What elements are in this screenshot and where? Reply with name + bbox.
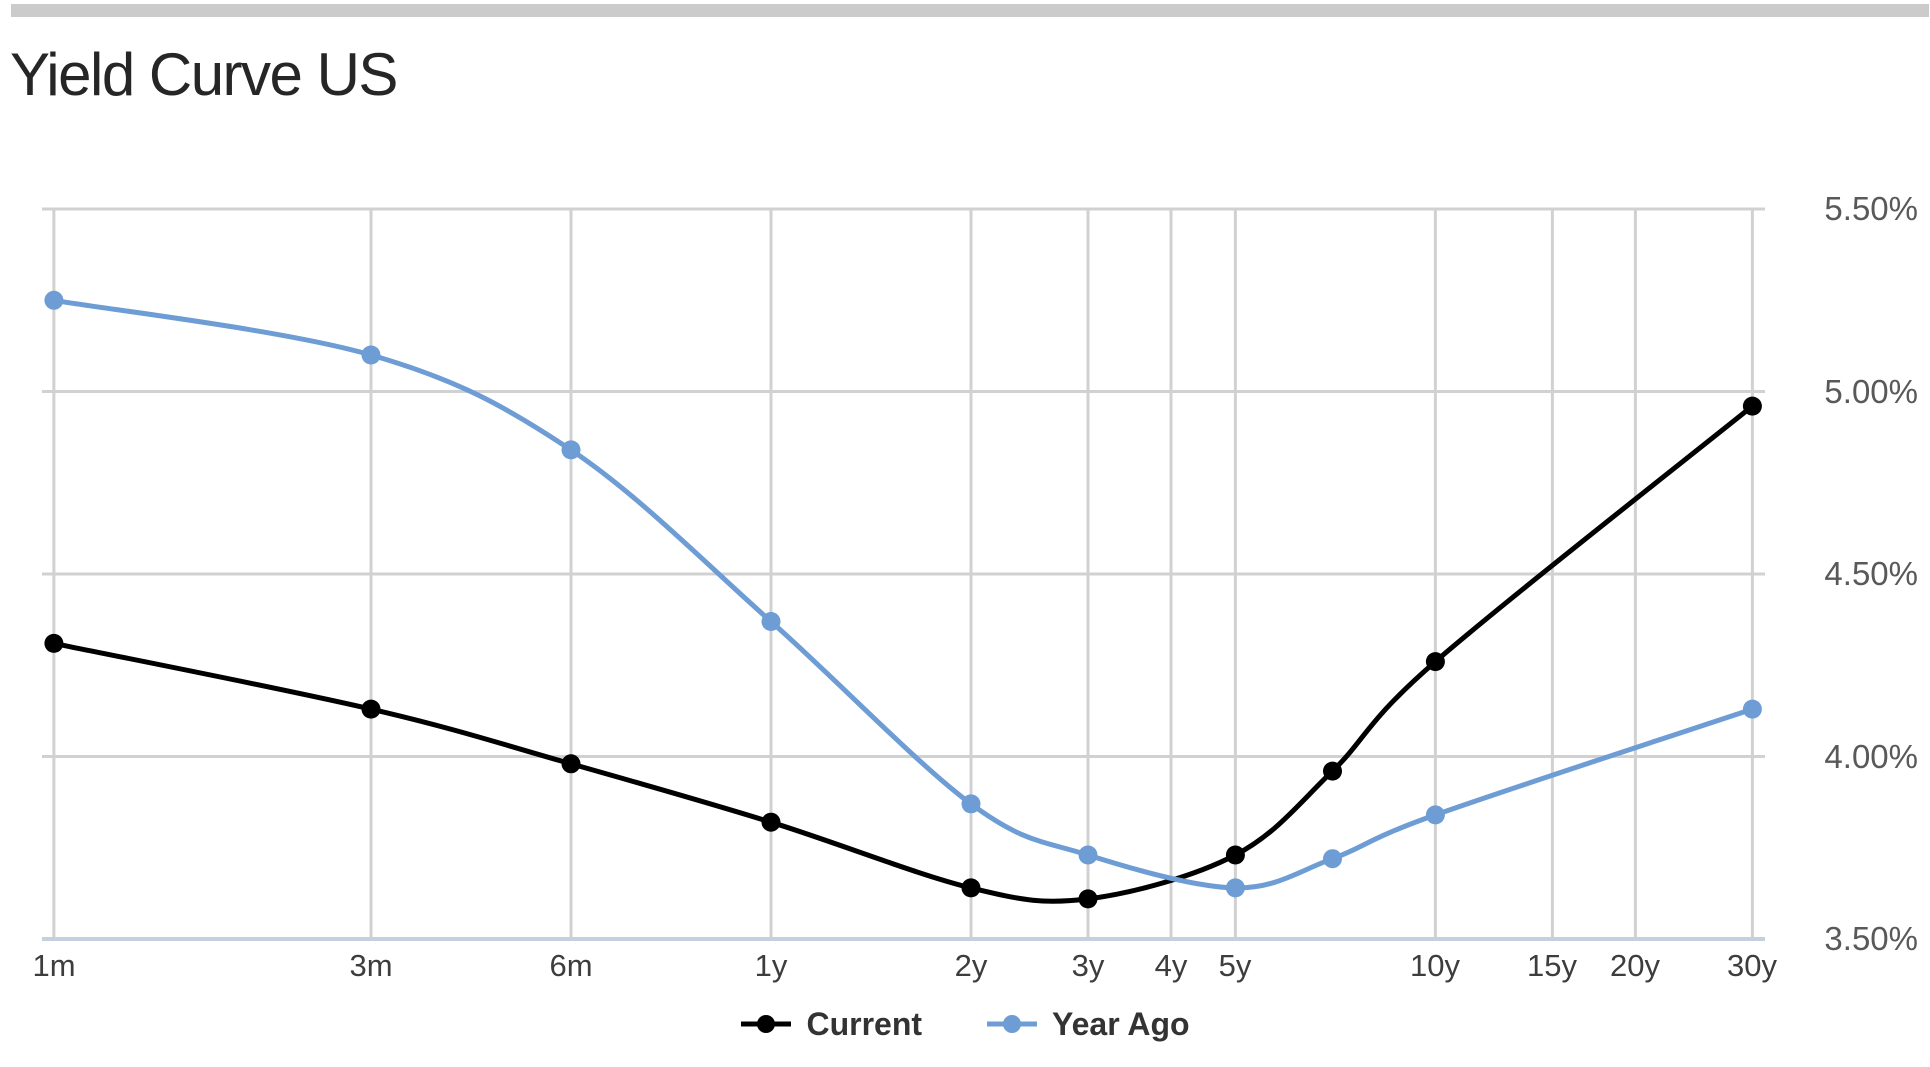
- data-point-current: [1225, 845, 1245, 865]
- x-tick-label: 15y: [1527, 948, 1577, 983]
- x-tick-label: 4y: [1154, 948, 1188, 983]
- y-tick-label: 3.50%: [1824, 920, 1918, 957]
- y-tick-label: 5.00%: [1824, 372, 1918, 410]
- data-point-year-ago: [1323, 849, 1342, 869]
- data-point-year-ago: [44, 290, 64, 310]
- legend-item-year-ago[interactable]: Year Ago: [986, 1002, 1190, 1046]
- data-point-current: [561, 754, 581, 774]
- x-tick-label: 6m: [549, 948, 593, 983]
- y-tick-label: 4.50%: [1824, 555, 1918, 592]
- legend-label-current: Current: [806, 1006, 923, 1042]
- top-accent-bar: [11, 4, 1929, 17]
- data-point-current: [1323, 761, 1342, 781]
- page-title: Yield Curve US: [10, 41, 398, 108]
- data-point-year-ago: [561, 440, 581, 460]
- data-point-current: [1078, 889, 1098, 909]
- current-series-marker-icon: [740, 1013, 792, 1035]
- series-line-current: [51, 403, 1755, 904]
- data-point-current: [44, 633, 64, 653]
- x-tick-label: 30y: [1727, 948, 1777, 983]
- data-point-year-ago: [761, 612, 781, 631]
- data-point-year-ago: [1078, 845, 1098, 865]
- x-tick-label: 1y: [754, 948, 788, 983]
- y-tick-label: 5.50%: [1824, 190, 1918, 227]
- data-point-current: [761, 812, 781, 832]
- x-tick-label: 1m: [32, 948, 76, 983]
- data-point-year-ago: [1225, 878, 1245, 898]
- y-tick-label: 4.00%: [1824, 737, 1918, 775]
- data-point-year-ago: [361, 345, 381, 365]
- data-point-current: [361, 699, 381, 719]
- data-point-year-ago: [961, 794, 981, 814]
- data-point-current: [961, 878, 981, 898]
- series-line-year-ago: [51, 297, 1755, 891]
- x-tick-label: 3y: [1071, 948, 1105, 983]
- data-point-current: [1425, 652, 1445, 672]
- year-ago-series-marker-icon: [986, 1013, 1038, 1035]
- x-tick-label: 10y: [1410, 948, 1460, 983]
- legend-label-year-ago: Year Ago: [1052, 1006, 1190, 1042]
- data-point-current: [1742, 396, 1762, 416]
- x-tick-label: 5y: [1218, 948, 1252, 983]
- x-tick-label: 20y: [1610, 948, 1660, 983]
- data-point-year-ago: [1742, 699, 1762, 719]
- x-tick-label: 2y: [954, 948, 988, 983]
- data-point-year-ago: [1425, 805, 1445, 825]
- x-tick-label: 3m: [349, 948, 393, 983]
- chart-legend: Current Year Ago: [0, 1002, 1930, 1046]
- legend-item-current[interactable]: Current: [740, 1002, 922, 1046]
